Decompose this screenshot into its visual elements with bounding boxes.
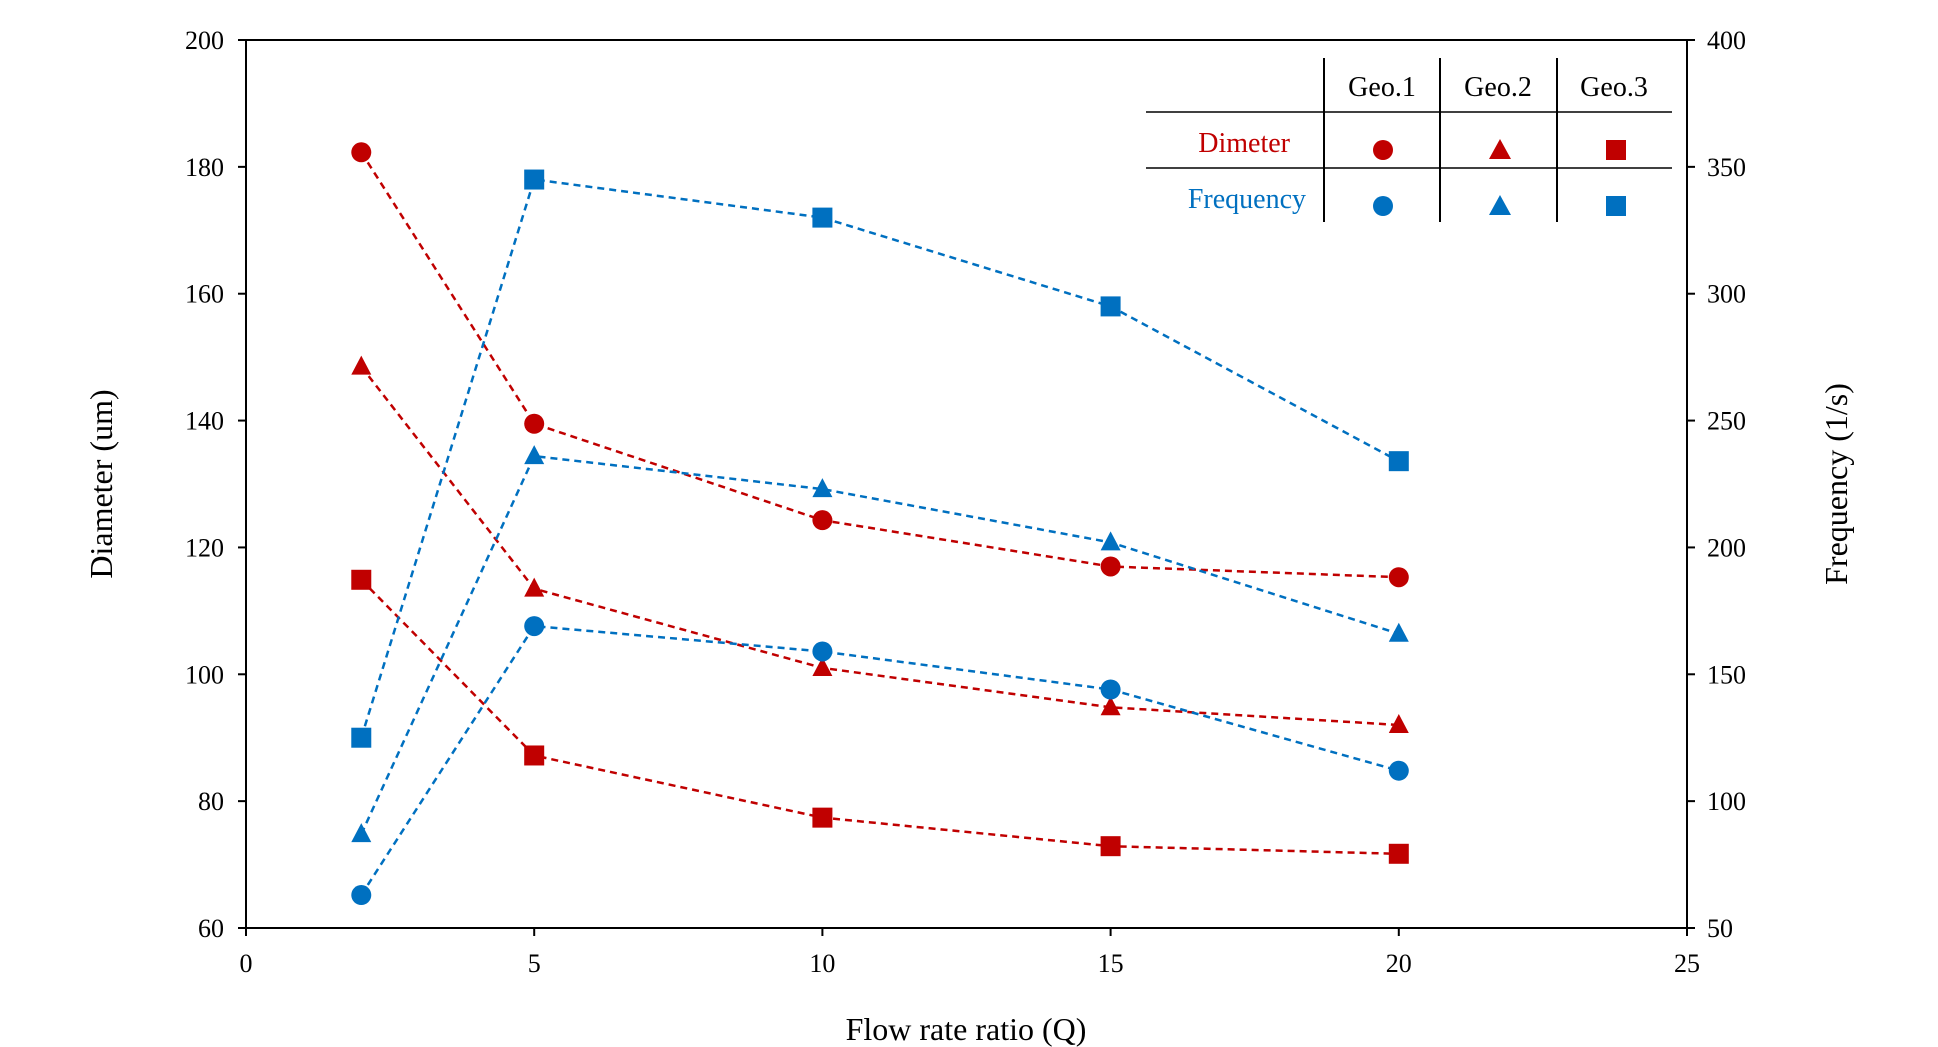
y-tick-label: 200	[185, 26, 224, 55]
data-point	[351, 142, 372, 163]
legend-marker-diameter-geo1	[1373, 140, 1393, 160]
legend-table: Geo.1 Geo.2 Geo.3 Dimeter Frequency	[1146, 58, 1672, 222]
data-point	[524, 169, 545, 190]
y-tick-label: 100	[185, 660, 224, 689]
data-point	[351, 355, 372, 375]
y-axis-title: Diameter (um)	[83, 389, 119, 578]
data-point	[524, 616, 545, 637]
data-point	[1388, 843, 1409, 864]
data-point	[351, 727, 372, 748]
series-frequency-geo3	[351, 169, 1409, 748]
data-point	[1388, 451, 1409, 472]
y2-tick-label: 350	[1707, 153, 1746, 182]
y2-tick-label: 400	[1707, 26, 1746, 55]
data-point	[812, 807, 833, 828]
y2-tick-label: 100	[1707, 787, 1746, 816]
series-line-frequency-geo3	[360, 178, 1400, 739]
series-line-frequency-geo1	[360, 624, 1400, 896]
data-point	[812, 656, 833, 676]
y-tick-label: 180	[185, 153, 224, 182]
data-point	[812, 510, 833, 531]
x-axis-ticks: 0 5 10 15 20 25	[240, 928, 1700, 978]
data-point	[524, 745, 545, 766]
y-tick-label: 120	[185, 533, 224, 562]
x-tick-label: 5	[528, 949, 541, 978]
data-point	[351, 885, 372, 906]
y-tick-label: 60	[198, 914, 224, 943]
y-tick-label: 140	[185, 407, 224, 436]
data-point	[1100, 679, 1121, 700]
y-tick-label: 160	[185, 280, 224, 309]
series-layer	[351, 142, 1409, 906]
data-point	[1388, 622, 1409, 642]
y2-tick-label: 50	[1707, 914, 1733, 943]
series-line-frequency-geo2	[360, 454, 1400, 835]
x-tick-label: 10	[809, 949, 835, 978]
data-point	[524, 413, 545, 434]
legend-marker-diameter-geo3	[1606, 140, 1626, 160]
legend-marker-frequency-geo1	[1373, 196, 1393, 216]
data-point	[1388, 714, 1409, 734]
x-axis-title: Flow rate ratio (Q)	[846, 1011, 1087, 1047]
y-axis-ticks: 60 80 100 120 140 160 180 200	[185, 26, 246, 943]
data-point	[1388, 760, 1409, 781]
y2-axis-ticks: 50 100 150 200 250 300 350 400	[1687, 26, 1746, 943]
series-frequency-geo1	[351, 616, 1409, 906]
legend-marker-frequency-geo3	[1606, 196, 1626, 216]
legend-row-frequency: Frequency	[1188, 184, 1306, 215]
x-tick-label: 15	[1098, 949, 1124, 978]
y2-tick-label: 150	[1707, 660, 1746, 689]
legend-row-diameter: Dimeter	[1198, 128, 1290, 159]
data-point	[351, 823, 372, 843]
series-diameter-geo2	[351, 355, 1409, 734]
data-point	[1100, 556, 1121, 577]
data-point	[1100, 836, 1121, 857]
data-point	[1100, 531, 1121, 551]
data-point	[524, 577, 545, 597]
data-point	[1100, 696, 1121, 716]
data-point	[812, 641, 833, 662]
x-tick-label: 25	[1674, 949, 1700, 978]
series-diameter-geo1	[351, 142, 1409, 588]
y-tick-label: 80	[198, 787, 224, 816]
legend-col-geo1: Geo.1	[1348, 72, 1416, 103]
legend-col-geo2: Geo.2	[1464, 72, 1532, 103]
y2-tick-label: 300	[1707, 280, 1746, 309]
legend-col-geo3: Geo.3	[1580, 72, 1648, 103]
legend-marker-diameter-geo2	[1489, 139, 1511, 159]
x-tick-label: 20	[1386, 949, 1412, 978]
data-point	[812, 478, 833, 498]
legend-marker-frequency-geo2	[1489, 195, 1511, 215]
x-tick-label: 0	[240, 949, 253, 978]
data-point	[812, 207, 833, 228]
data-point	[1100, 296, 1121, 317]
y2-tick-label: 250	[1707, 407, 1746, 436]
y2-tick-label: 200	[1707, 533, 1746, 562]
data-point	[1388, 567, 1409, 588]
y2-axis-title: Frequency (1/s)	[1818, 383, 1854, 585]
data-point	[524, 445, 545, 465]
series-frequency-geo2	[351, 445, 1409, 843]
series-diameter-geo3	[351, 569, 1409, 864]
plot-area-frame	[245, 39, 1688, 929]
data-point	[351, 569, 372, 590]
